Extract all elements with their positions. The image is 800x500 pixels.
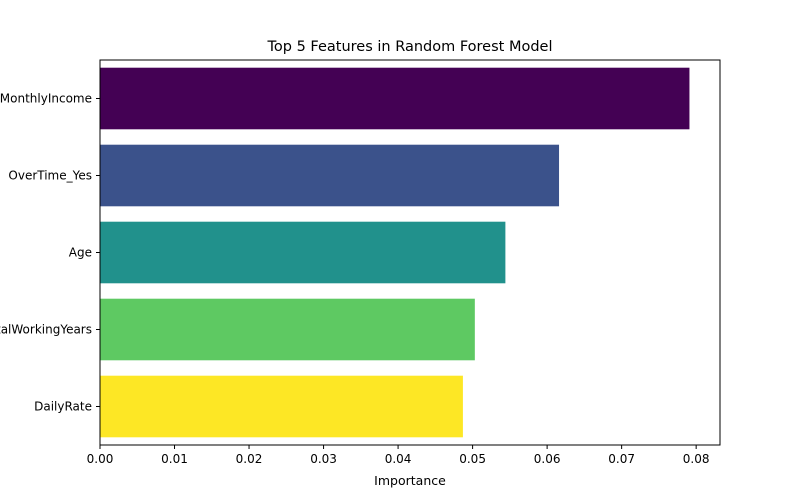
x-tick-label: 0.00 [87, 452, 114, 466]
y-axis-ticks: MonthlyIncome OverTime_Yes Age TotalWorking… [0, 92, 100, 414]
bars-layer [100, 67, 690, 438]
bar-overtime_yes [100, 144, 560, 207]
bar-monthlyincome [100, 67, 690, 130]
x-tick-label: 0.06 [534, 452, 561, 466]
x-tick-label: 0.05 [459, 452, 486, 466]
x-tick-label: 0.01 [161, 452, 188, 466]
y-tick-label: MonthlyIncome [0, 92, 92, 106]
chart-title: Top 5 Features in Random Forest Model [267, 39, 553, 55]
x-axis-ticks: 0.00 0.01 0.02 0.03 0.04 0.05 0.06 0.07 0.08 [87, 445, 710, 466]
x-tick-label: 0.02 [236, 452, 263, 466]
x-axis-label: Importance [374, 473, 446, 488]
x-tick-label: 0.04 [385, 452, 412, 466]
bar-totalworkingyears [100, 298, 475, 361]
x-tick-label: 0.07 [608, 452, 635, 466]
bar-age [100, 221, 506, 284]
y-tick-label: Age [69, 246, 92, 260]
y-tick-label: TotalWorkingYears [0, 323, 92, 337]
y-tick-label: OverTime_Yes [8, 169, 92, 183]
x-tick-label: 0.03 [310, 452, 337, 466]
bar-dailyrate [100, 375, 463, 438]
plot-area-frame [99, 59, 721, 446]
y-tick-label: DailyRate [34, 400, 92, 414]
x-tick-label: 0.08 [683, 452, 710, 466]
